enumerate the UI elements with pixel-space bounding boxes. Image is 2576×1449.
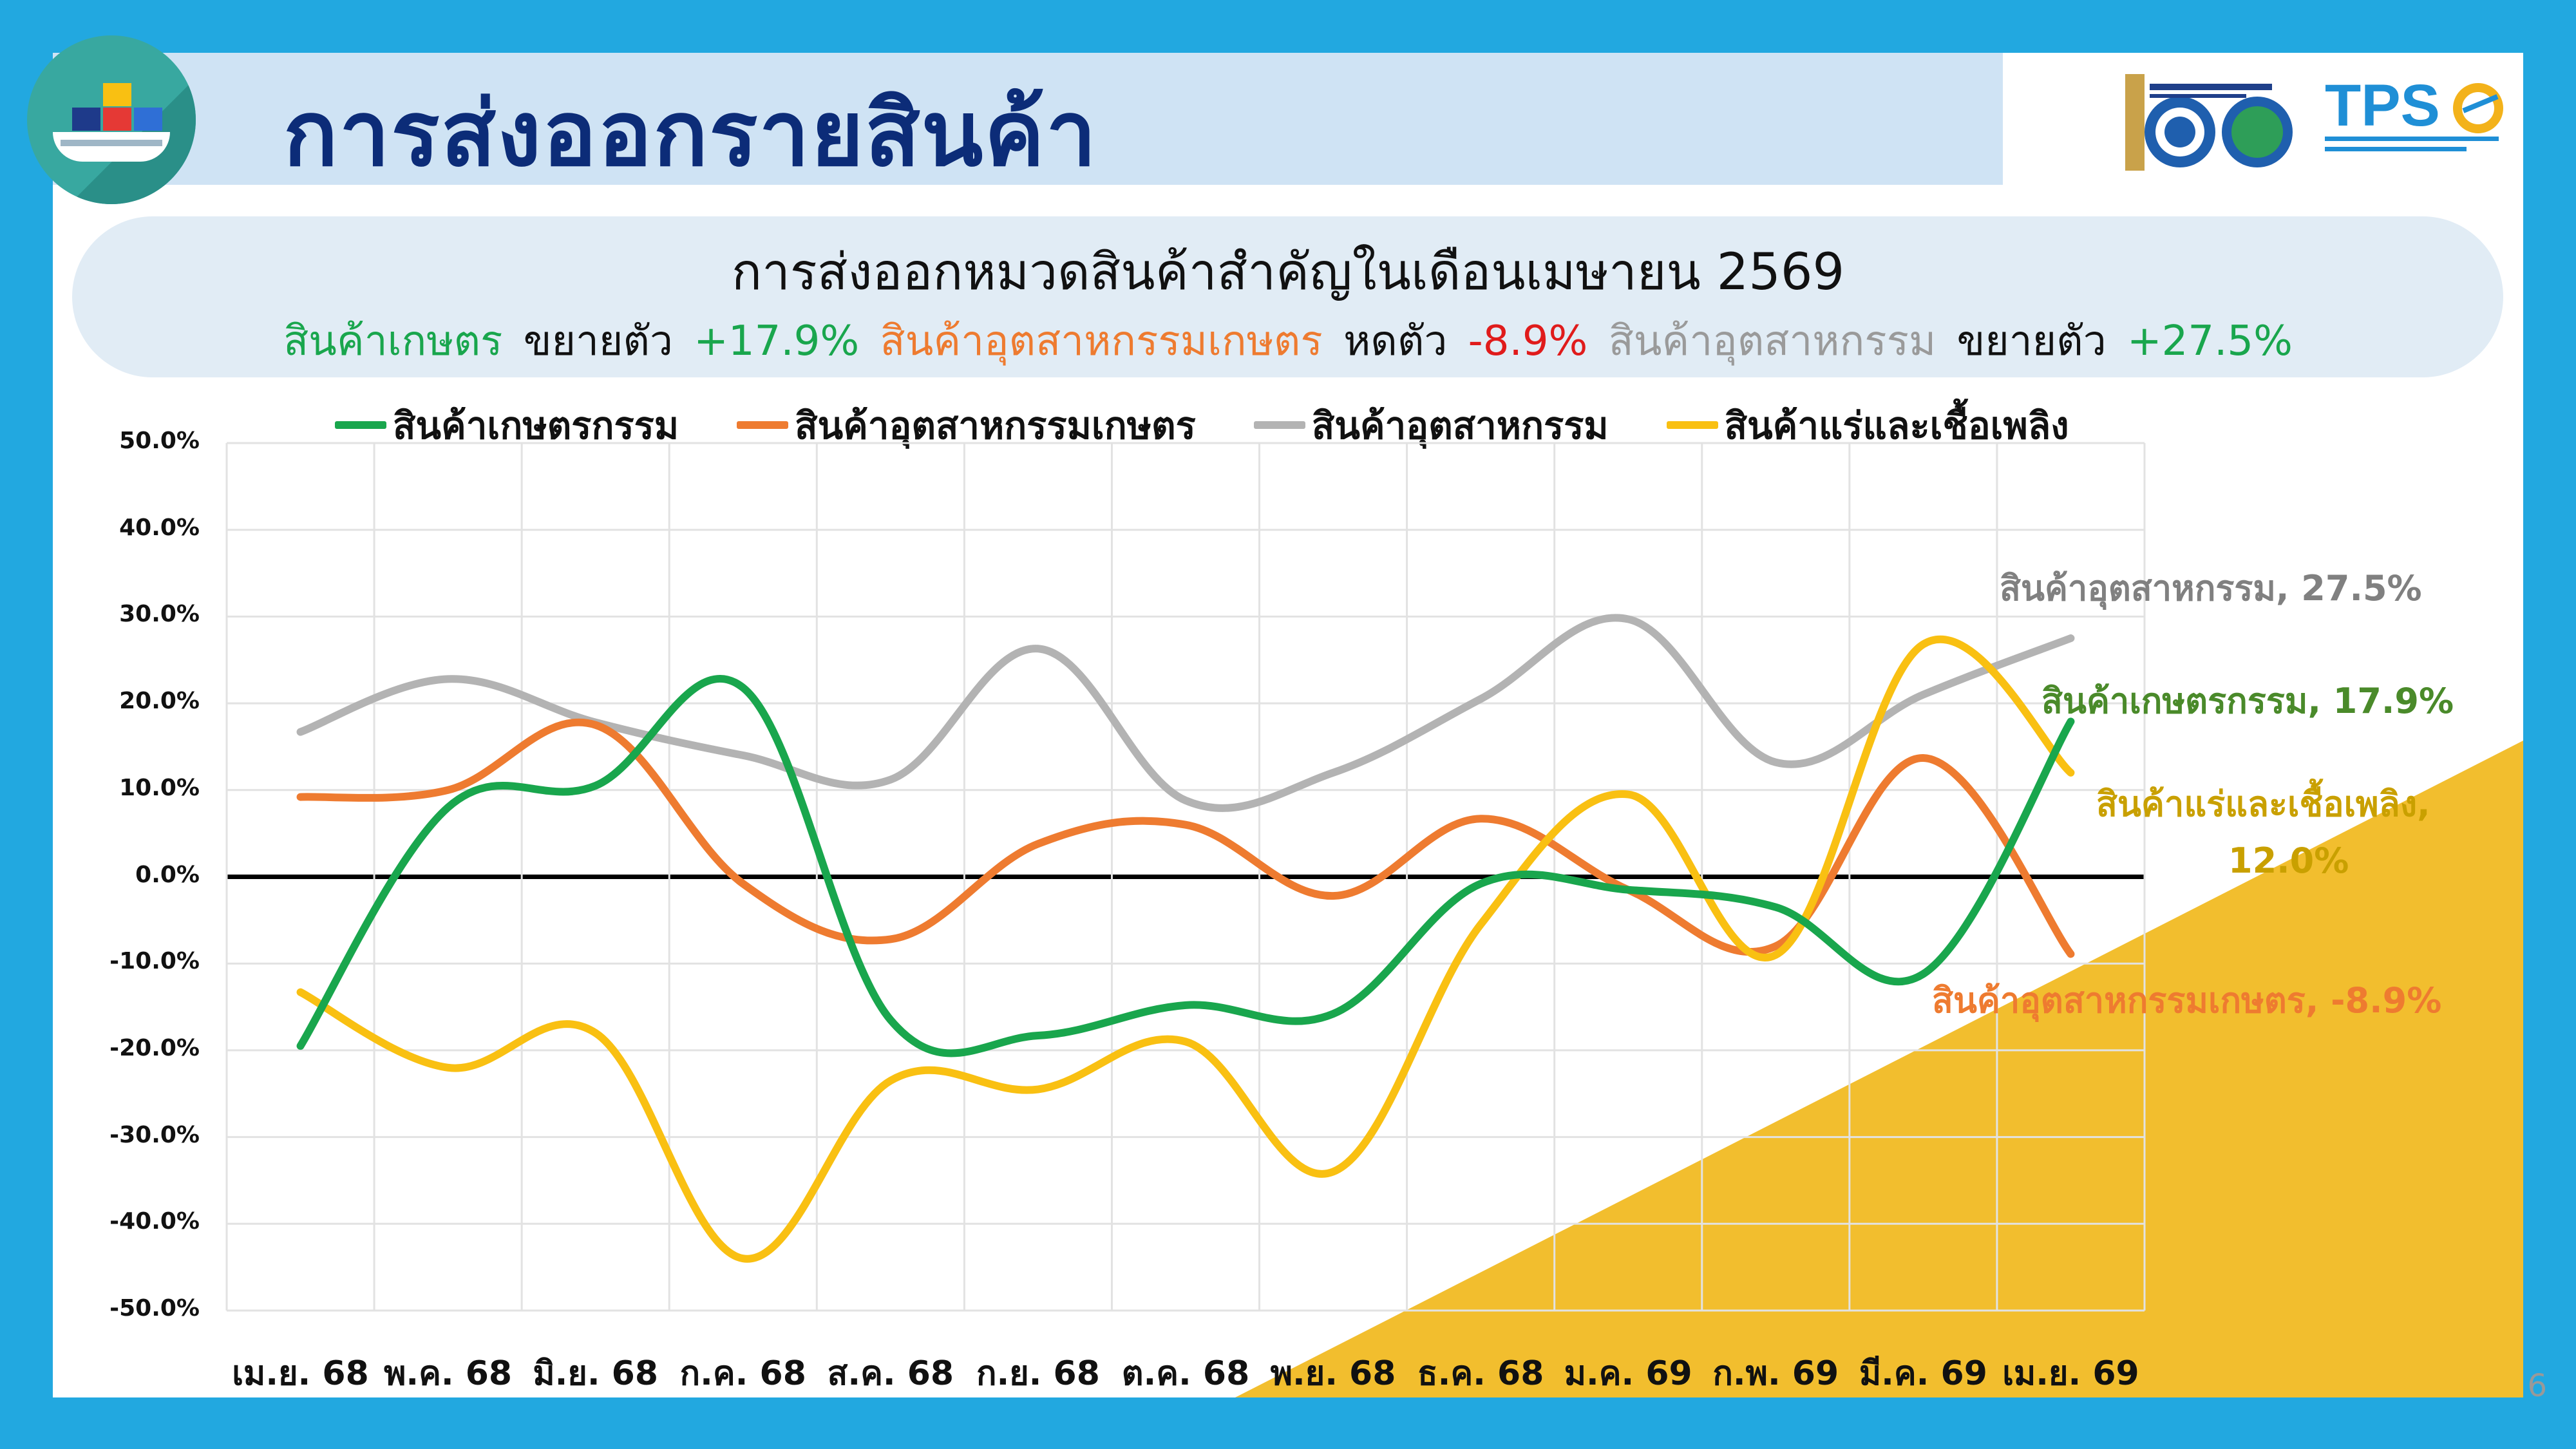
summary-agroind-verb: หดตัว [1343, 317, 1448, 365]
y-tick-label: 50.0% [119, 428, 200, 454]
page-title: การส่งออกรายสินค้า [283, 82, 1098, 187]
x-tick-label: ต.ค. 68 [1121, 1354, 1250, 1393]
y-tick-label: -50.0% [109, 1295, 200, 1321]
legend-label-agriculture: สินค้าเกษตรกรรม [393, 403, 679, 448]
summary-agri-verb: ขยายตัว [523, 317, 673, 365]
y-tick-label: 20.0% [119, 688, 200, 715]
end-label-agriculture: สินค้าเกษตรกรรม, 17.9% [2041, 681, 2454, 721]
subtitle-panel [72, 216, 2503, 377]
x-tick-label: ม.ค. 69 [1564, 1354, 1692, 1393]
x-tick-label: ธ.ค. 68 [1417, 1354, 1544, 1393]
y-tick-label: -30.0% [109, 1121, 200, 1148]
ship-icon [27, 35, 196, 204]
x-tick-label: เม.ย. 68 [232, 1354, 369, 1393]
y-tick-label: 0.0% [135, 861, 200, 888]
decorative-corner [1235, 741, 2523, 1397]
page-number: 6 [2527, 1368, 2547, 1404]
legend-label-mining: สินค้าแร่และเชื้อเพลิง [1724, 403, 2069, 448]
y-tick-label: -20.0% [109, 1034, 200, 1061]
logos: TPS [2125, 73, 2503, 171]
x-tick-label: มี.ค. 69 [1859, 1354, 1987, 1393]
series-line-mining [296, 635, 2075, 1263]
x-tick-label: ก.ค. 68 [679, 1354, 806, 1393]
x-tick-label: พ.ค. 68 [384, 1354, 513, 1393]
x-tick-label: มิ.ย. 68 [533, 1354, 659, 1393]
y-tick-label: -10.0% [109, 948, 200, 975]
summary-agri-value: +17.9% [694, 317, 860, 365]
x-tick-label: พ.ย. 68 [1270, 1354, 1396, 1393]
chart-title: การส่งออกหมวดสินค้าสำคัญในเดือนเมษายน 25… [731, 243, 1845, 301]
summary-agroind-label: สินค้าอุตสาหกรรมเกษตร [880, 317, 1323, 365]
legend-item-agro-industrial: สินค้าอุตสาหกรรมเกษตร [737, 395, 1196, 455]
x-tick-label: ก.พ. 69 [1712, 1354, 1839, 1393]
summary-ind-verb: ขยายตัว [1956, 317, 2107, 365]
end-label-industrial: สินค้าอุตสาหกรรม, 27.5% [2000, 568, 2422, 609]
end-label-mining: สินค้าแร่และเชื้อเพลิง, [2096, 784, 2430, 824]
y-tick-label: 40.0% [119, 514, 200, 541]
summary-ind-label: สินค้าอุตสาหกรรม [1608, 317, 1937, 365]
title-band [53, 53, 2003, 185]
series-line-industrial [296, 614, 2075, 812]
summary-ind-value: +27.5% [2127, 317, 2293, 365]
legend-item-mining: สินค้าแร่และเชื้อเพลิง [1666, 395, 2069, 455]
summary-line: สินค้าเกษตร ขยายตัว +17.9% สินค้าอุตสาหก… [0, 308, 2576, 374]
legend-label-agro-industrial: สินค้าอุตสาหกรรมเกษตร [795, 403, 1196, 448]
x-tick-label: ส.ค. 68 [827, 1354, 954, 1393]
y-tick-label: 30.0% [119, 601, 200, 628]
tpso-logo-icon: TPS [2325, 73, 2503, 151]
summary-agroind-value: -8.9% [1468, 317, 1588, 365]
end-label-mining-value: 12.0% [2228, 840, 2349, 881]
x-tick-label: เม.ย. 69 [2002, 1354, 2139, 1393]
x-tick-label: ก.ย. 68 [976, 1354, 1100, 1393]
legend-label-industrial: สินค้าอุตสาหกรรม [1311, 403, 1609, 448]
end-label-agro-industrial: สินค้าอุตสาหกรรมเกษตร, -8.9% [1932, 980, 2442, 1021]
ministry-105th-logo-icon [2125, 74, 2293, 171]
legend-item-agriculture: สินค้าเกษตรกรรม [335, 395, 679, 455]
legend-item-industrial: สินค้าอุตสาหกรรม [1253, 395, 1609, 455]
y-tick-label: 10.0% [119, 774, 200, 801]
y-tick-label: -40.0% [109, 1208, 200, 1235]
summary-agri-label: สินค้าเกษตร [283, 317, 503, 365]
chart-legend: สินค้าเกษตรกรรม สินค้าอุตสาหกรรมเกษตร สิ… [335, 399, 2127, 451]
svg-text:TPS: TPS [2325, 73, 2440, 138]
series-line-agriculture [296, 674, 2075, 1057]
